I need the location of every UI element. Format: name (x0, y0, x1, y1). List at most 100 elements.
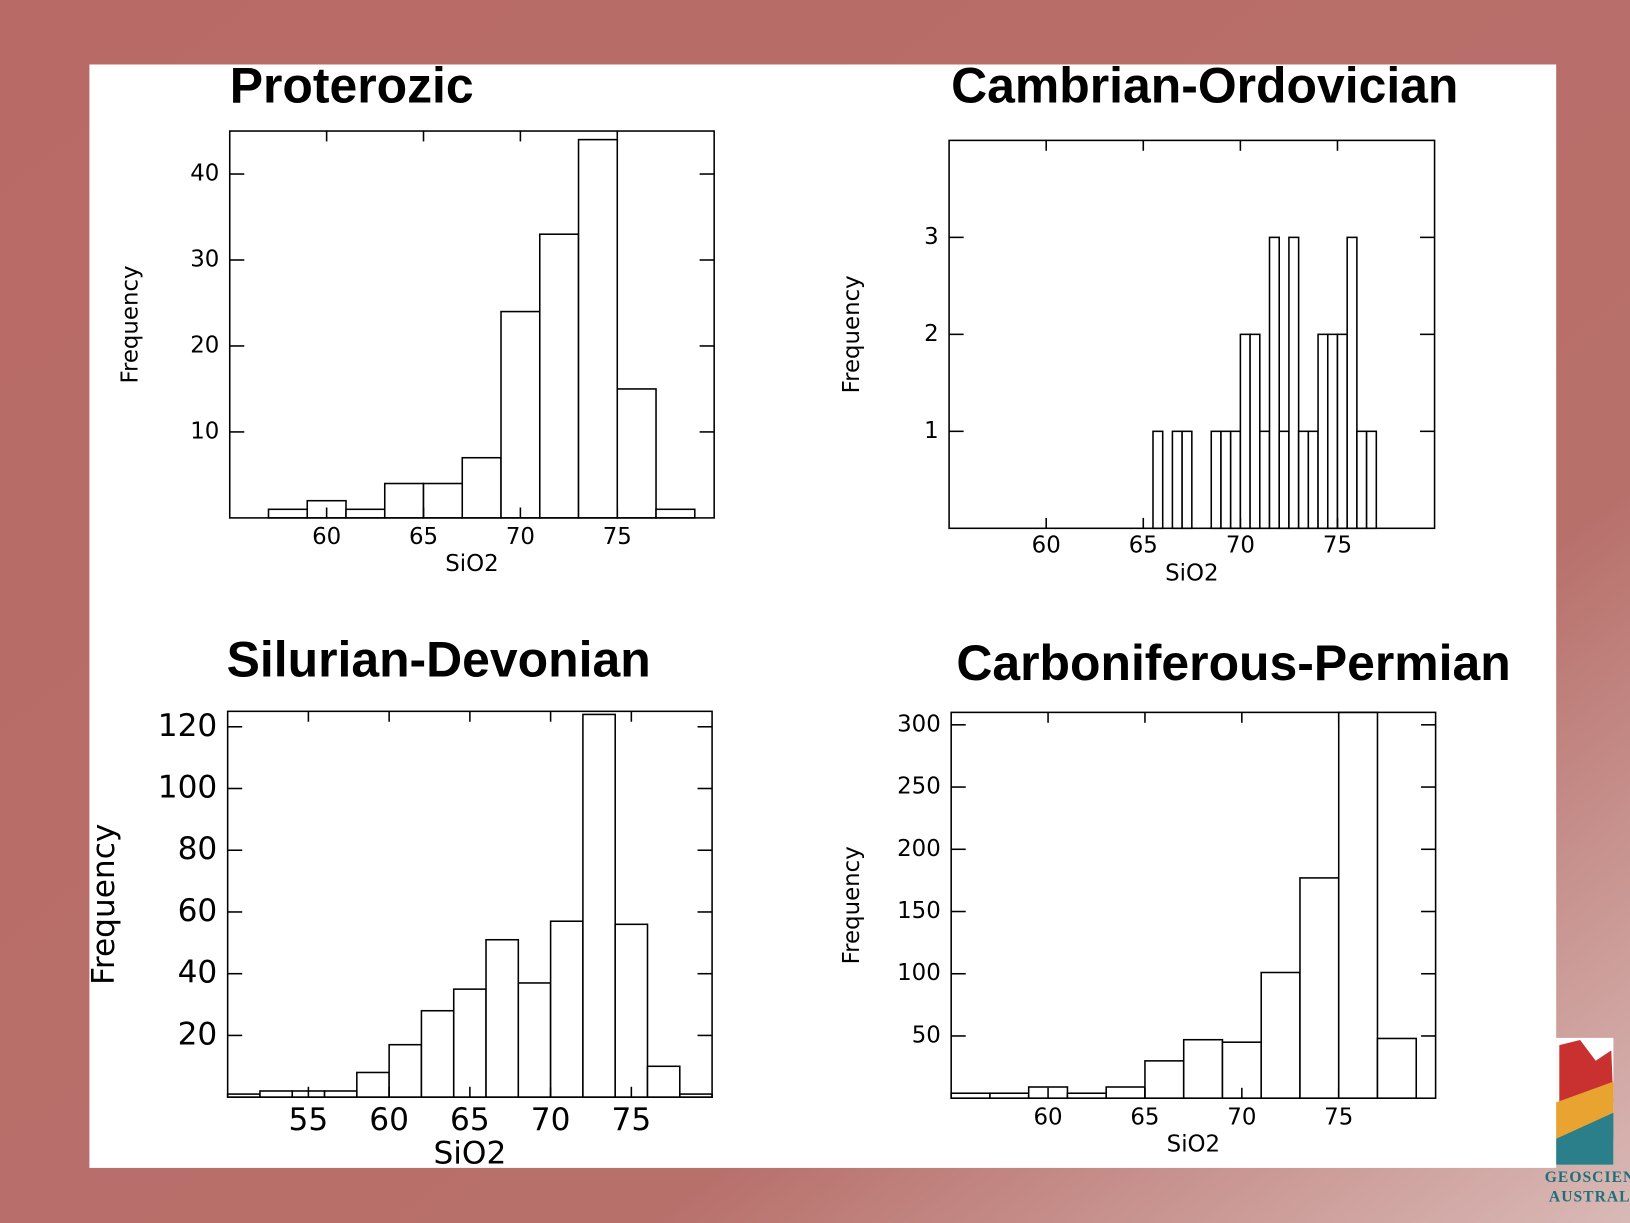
logo-teal (1556, 1112, 1614, 1165)
y-tick-label: 50 (912, 1022, 941, 1048)
bar (461, 456, 502, 519)
y-tick-label: 2 (924, 321, 939, 347)
x-tick-label: 75 (1323, 532, 1352, 558)
bar (259, 1090, 294, 1098)
x-axis-label: SiO2 (445, 551, 498, 577)
x-tick-label: 70 (1227, 1104, 1256, 1130)
y-axis-label: Frequency (117, 265, 143, 383)
bar (646, 1065, 681, 1098)
bar (1144, 1060, 1185, 1099)
bar (1210, 430, 1222, 530)
y-axis-label: Frequency (839, 846, 865, 964)
x-tick-label: 55 (289, 1102, 329, 1138)
bar (485, 938, 520, 1098)
bar (345, 508, 386, 519)
y-tick-label: 10 (190, 418, 219, 444)
bar (577, 138, 619, 519)
bar (1356, 430, 1368, 530)
y-tick-label: 40 (178, 955, 218, 991)
bar (420, 1009, 455, 1098)
bar (1288, 236, 1300, 530)
y-tick-label: 120 (158, 708, 218, 744)
bar (1181, 430, 1193, 530)
chart: Proterozic 60 65 70 75 10 20 30 40 SiO2 Frequency (117, 58, 715, 577)
bar (388, 1043, 423, 1098)
logo-line1: GEOSCIENCE (1545, 1169, 1630, 1186)
bar (1346, 236, 1358, 530)
chart: Cambrian-Ordovician 60 65 70 75 1 2 3 SiO2 Freque… (839, 58, 1458, 587)
x-tick-label: 70 (506, 524, 535, 550)
bar (1268, 236, 1280, 530)
chart-title: Cambrian-Ordovician (951, 58, 1458, 114)
y-tick-label: 30 (190, 246, 219, 272)
bar (1299, 877, 1340, 1099)
bar (1152, 430, 1164, 530)
y-tick-label: 20 (190, 332, 219, 358)
bar (1337, 711, 1379, 1099)
y-tick-label: 1 (924, 418, 939, 444)
x-tick-label: 65 (450, 1102, 490, 1138)
bar (1259, 430, 1271, 530)
y-tick-label: 150 (897, 898, 941, 924)
x-axis-label: SiO2 (1165, 561, 1218, 587)
chart: Carboniferous-Permian 60 65 70 75 50 100 150 200… (839, 635, 1511, 1158)
bar (1336, 333, 1348, 530)
bar (582, 713, 616, 1098)
y-tick-label: 20 (178, 1016, 218, 1052)
y-axis-label: Frequency (86, 824, 122, 985)
bar (422, 482, 464, 519)
bar (1278, 430, 1290, 530)
y-tick-label: 60 (178, 893, 218, 929)
x-tick-label: 75 (603, 524, 632, 550)
x-tick-label: 60 (1032, 532, 1061, 558)
bar (517, 982, 552, 1098)
x-tick-label: 65 (409, 524, 438, 550)
x-axis-label: SiO2 (433, 1135, 506, 1171)
logo: GEOSCIENCE AUSTRALIA (1545, 1037, 1630, 1206)
chart-title: Carboniferous-Permian (956, 635, 1510, 691)
x-tick-label: 65 (1129, 532, 1158, 558)
bar (1229, 430, 1242, 530)
y-axis-label: Frequency (839, 275, 865, 393)
x-tick-label: 60 (369, 1102, 409, 1138)
bar (614, 923, 649, 1098)
plot-frame (228, 130, 715, 519)
bar (1249, 333, 1261, 530)
bar (655, 508, 696, 519)
bar (323, 1090, 358, 1098)
bar (1365, 430, 1378, 530)
bar (1317, 333, 1329, 530)
y-tick-label: 250 (897, 774, 941, 800)
y-tick-label: 3 (924, 224, 939, 250)
bar (356, 1071, 390, 1098)
y-tick-label: 80 (178, 831, 218, 867)
bar (616, 388, 657, 519)
bar (267, 508, 309, 519)
x-tick-label: 65 (1130, 1104, 1159, 1130)
bar (1239, 333, 1251, 530)
bar (1220, 430, 1232, 530)
x-tick-label: 70 (1226, 532, 1255, 558)
y-tick-label: 100 (158, 769, 218, 805)
bar (452, 988, 487, 1098)
bar (1326, 333, 1339, 530)
x-tick-label: 70 (531, 1102, 571, 1138)
bar (1182, 1038, 1224, 1099)
y-tick-label: 100 (897, 960, 941, 986)
bar (1171, 430, 1183, 530)
y-tick-label: 40 (190, 161, 219, 187)
bar (1260, 971, 1301, 1099)
y-tick-label: 200 (897, 836, 941, 862)
bar (1376, 1037, 1418, 1099)
chart: Silurian-Devonian 55 60 65 70 75 20 40 60 80 100 12… (86, 632, 713, 1171)
bar (1297, 430, 1310, 530)
bar (383, 482, 425, 519)
x-axis-label: SiO2 (1167, 1131, 1220, 1157)
bar (1307, 430, 1319, 530)
x-tick-label: 60 (1034, 1104, 1063, 1130)
plot-frame (950, 711, 1437, 1099)
chart-title: Proterozic (230, 58, 474, 114)
bar (549, 920, 584, 1098)
